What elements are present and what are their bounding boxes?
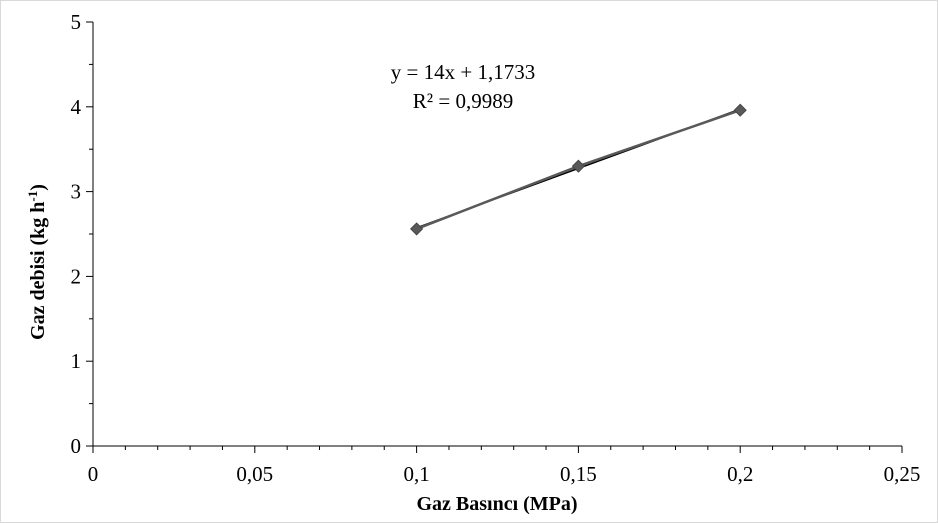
y-axis-title-close: ) (27, 184, 49, 191)
trendline-equation: y = 14x + 1,1733 (391, 60, 535, 84)
data-point-diamond (733, 103, 747, 117)
y-tick-label: 5 (71, 10, 82, 34)
data-point-diamond (571, 159, 585, 173)
x-axis-title: Gaz Basıncı (MPa) (416, 493, 577, 515)
x-tick-label: 0,2 (727, 462, 753, 486)
x-tick-label: 0,1 (403, 462, 429, 486)
y-axis-title-main: Gaz debisi (kg h (27, 202, 49, 340)
x-tick-label: 0,15 (560, 462, 597, 486)
y-axis-title: Gaz debisi (kg h-1) (25, 184, 49, 340)
y-tick-label: 3 (71, 180, 82, 204)
r-squared-label: R² = 0,9989 (413, 89, 513, 113)
y-axis-title-superscript: -1 (25, 191, 40, 202)
x-tick-label: 0,05 (236, 462, 273, 486)
x-tick-label: 0,25 (884, 462, 921, 486)
x-tick-label: 0 (88, 462, 99, 486)
data-point-diamond (410, 222, 424, 236)
data-points (410, 103, 747, 236)
axes (92, 22, 902, 447)
y-tick-label: 0 (71, 434, 82, 458)
ticks: 0 1 2 3 4 5 0 0,05 0,1 0,15 0,2 0,25 (71, 10, 921, 486)
y-tick-label: 2 (71, 264, 82, 288)
y-tick-label: 4 (71, 95, 82, 119)
y-tick-label: 1 (71, 349, 82, 373)
